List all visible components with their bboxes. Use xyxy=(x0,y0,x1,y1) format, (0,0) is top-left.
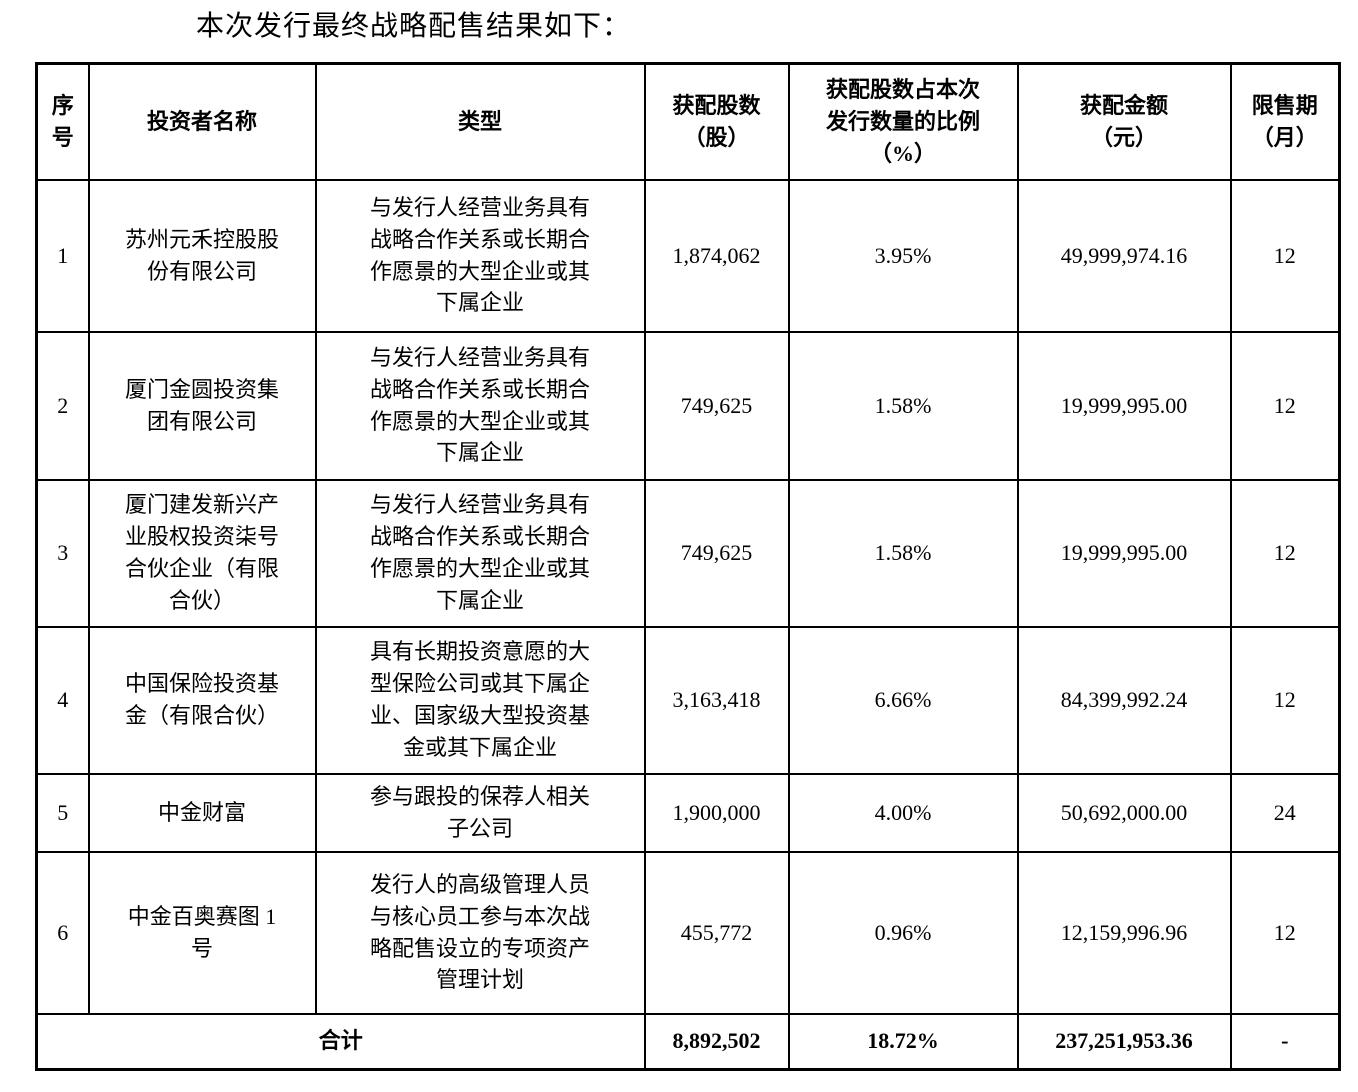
cell-lockup: 12 xyxy=(1229,625,1341,775)
cell-ratio: 4.00% xyxy=(787,772,1019,853)
cell-shares: 455,772 xyxy=(643,850,790,1015)
cell-shares: 1,900,000 xyxy=(643,772,790,853)
cell-no: 3 xyxy=(35,478,90,628)
cell-no: 6 xyxy=(35,850,90,1015)
table-row: 3 厦门建发新兴产 业股权投资柒号 合伙企业（有限 合伙） 与发行人经营业务具有… xyxy=(35,478,1341,628)
cell-type: 参与跟投的保荐人相关 子公司 xyxy=(314,772,646,853)
table-row: 2 厦门金圆投资集 团有限公司 与发行人经营业务具有 战略合作关系或长期合 作愿… xyxy=(35,330,1341,481)
cell-ratio: 3.95% xyxy=(787,178,1019,333)
header-amount: 获配金额 （元） xyxy=(1016,62,1232,181)
cell-no: 4 xyxy=(35,625,90,775)
cell-shares: 3,163,418 xyxy=(643,625,790,775)
table-row: 4 中国保险投资基 金（有限合伙） 具有长期投资意愿的大 型保险公司或其下属企 … xyxy=(35,625,1341,775)
page-title: 本次发行最终战略配售结果如下： xyxy=(196,11,632,42)
total-lockup: - xyxy=(1229,1012,1341,1071)
cell-no: 1 xyxy=(35,178,90,333)
cell-type: 发行人的高级管理人员 与核心员工参与本次战 略配售设立的专项资产 管理计划 xyxy=(314,850,646,1015)
header-shares: 获配股数 （股） xyxy=(643,62,790,181)
cell-investor-name: 苏州元禾控股股 份有限公司 xyxy=(87,178,317,333)
cell-no: 2 xyxy=(35,330,90,481)
cell-shares: 1,874,062 xyxy=(643,178,790,333)
total-label: 合计 xyxy=(35,1012,646,1071)
cell-lockup: 24 xyxy=(1229,772,1341,853)
header-investor-name: 投资者名称 xyxy=(87,62,317,181)
cell-ratio: 1.58% xyxy=(787,330,1019,481)
total-shares: 8,892,502 xyxy=(643,1012,790,1071)
cell-investor-name: 中金财富 xyxy=(87,772,317,853)
cell-ratio: 1.58% xyxy=(787,478,1019,628)
cell-lockup: 12 xyxy=(1229,178,1341,333)
cell-ratio: 0.96% xyxy=(787,850,1019,1015)
cell-shares: 749,625 xyxy=(643,330,790,481)
cell-investor-name: 中国保险投资基 金（有限合伙） xyxy=(87,625,317,775)
cell-lockup: 12 xyxy=(1229,850,1341,1015)
table-total-row: 合计 8,892,502 18.72% 237,251,953.36 - xyxy=(35,1012,1341,1071)
cell-investor-name: 中金百奥赛图 1 号 xyxy=(87,850,317,1015)
header-type: 类型 xyxy=(314,62,646,181)
cell-amount: 12,159,996.96 xyxy=(1016,850,1232,1015)
table-header-row: 序 号 投资者名称 类型 获配股数 （股） 获配股数占本次 发行数量的比例 （%… xyxy=(35,62,1341,181)
strategic-placement-table: 序 号 投资者名称 类型 获配股数 （股） 获配股数占本次 发行数量的比例 （%… xyxy=(35,62,1341,1071)
cell-shares: 749,625 xyxy=(643,478,790,628)
cell-type: 与发行人经营业务具有 战略合作关系或长期合 作愿景的大型企业或其 下属企业 xyxy=(314,330,646,481)
cell-investor-name: 厦门金圆投资集 团有限公司 xyxy=(87,330,317,481)
table-row: 6 中金百奥赛图 1 号 发行人的高级管理人员 与核心员工参与本次战 略配售设立… xyxy=(35,850,1341,1015)
total-ratio: 18.72% xyxy=(787,1012,1019,1071)
cell-type: 与发行人经营业务具有 战略合作关系或长期合 作愿景的大型企业或其 下属企业 xyxy=(314,478,646,628)
header-ratio: 获配股数占本次 发行数量的比例 （%） xyxy=(787,62,1019,181)
cell-amount: 84,399,992.24 xyxy=(1016,625,1232,775)
cell-ratio: 6.66% xyxy=(787,625,1019,775)
cell-investor-name: 厦门建发新兴产 业股权投资柒号 合伙企业（有限 合伙） xyxy=(87,478,317,628)
table-row: 5 中金财富 参与跟投的保荐人相关 子公司 1,900,000 4.00% 50… xyxy=(35,772,1341,853)
cell-amount: 19,999,995.00 xyxy=(1016,330,1232,481)
total-amount: 237,251,953.36 xyxy=(1016,1012,1232,1071)
cell-amount: 50,692,000.00 xyxy=(1016,772,1232,853)
cell-type: 具有长期投资意愿的大 型保险公司或其下属企 业、国家级大型投资基 金或其下属企业 xyxy=(314,625,646,775)
cell-lockup: 12 xyxy=(1229,330,1341,481)
header-lockup: 限售期 （月） xyxy=(1229,62,1341,181)
header-no: 序 号 xyxy=(35,62,90,181)
cell-no: 5 xyxy=(35,772,90,853)
cell-amount: 49,999,974.16 xyxy=(1016,178,1232,333)
cell-type: 与发行人经营业务具有 战略合作关系或长期合 作愿景的大型企业或其 下属企业 xyxy=(314,178,646,333)
table-row: 1 苏州元禾控股股 份有限公司 与发行人经营业务具有 战略合作关系或长期合 作愿… xyxy=(35,178,1341,333)
cell-lockup: 12 xyxy=(1229,478,1341,628)
cell-amount: 19,999,995.00 xyxy=(1016,478,1232,628)
